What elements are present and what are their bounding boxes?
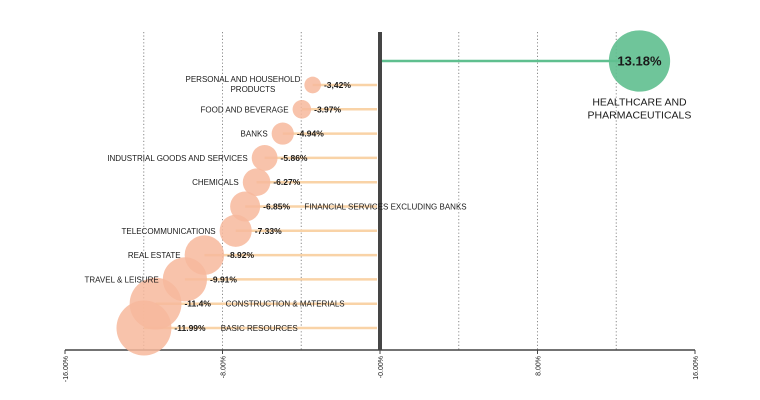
category-label-healthcare-and-pharmaceuticals: PHARMACEUTICALS (588, 110, 692, 122)
bubble-banks (271, 122, 294, 145)
bubble-telecommunications (219, 214, 252, 247)
value-label-financial-services-excluding-banks: -6.85% (263, 202, 290, 212)
value-label-industrial-goods-and-services: -5.86% (281, 153, 308, 163)
bubble-basic-resources (116, 300, 172, 356)
category-label-food-and-beverage: FOOD AND BEVERAGE (201, 105, 289, 114)
category-label-chemicals: CHEMICALS (192, 178, 239, 187)
bubbles (116, 30, 671, 356)
value-label-telecommunications: -7.33% (255, 226, 282, 236)
category-label-basic-resources: BASIC RESOURCES (221, 324, 298, 333)
x-tick-label: -0.00% (378, 356, 385, 378)
category-label-personal-and-household-products: PERSONAL AND HOUSEHOLD (186, 75, 301, 84)
x-tick-labels: -16.00% -8.00% -0.00% 8.00% 16.00% (63, 350, 700, 382)
value-label-travel-and-leisure: -9.91% (210, 274, 237, 284)
bubble-chemicals (242, 168, 271, 196)
x-tick-label: 16.00% (693, 356, 700, 380)
value-label-banks: -4.94% (297, 129, 324, 139)
x-tick-label: -16.00% (63, 356, 70, 382)
category-label-financial-services-excluding-banks: FINANCIAL SERVICES EXCLUDING BANKS (304, 203, 466, 212)
x-tick-label: -8.00% (221, 356, 228, 378)
lollipop-lines (143, 59, 640, 330)
bubble-personal-and-household-products (304, 76, 321, 94)
value-label-personal-and-household-products: -3,42% (324, 80, 351, 90)
x-tick-label: 8.00% (536, 356, 543, 376)
category-label-banks: BANKS (241, 130, 268, 139)
category-label-travel-and-leisure: TRAVEL & LEISURE (85, 275, 159, 284)
value-label-construction-and-materials: -11.4% (184, 299, 211, 309)
value-label-food-and-beverage: -3.97% (314, 104, 341, 114)
category-label-healthcare-and-pharmaceuticals: HEALTHCARE AND (592, 97, 687, 109)
bubble-food-and-beverage (292, 100, 312, 119)
value-label-real-estate: -8.92% (227, 250, 254, 260)
value-label-healthcare-and-pharmaceuticals: 13.18% (617, 54, 662, 69)
bubble-healthcare-and-pharmaceuticals (608, 30, 671, 92)
bubble-industrial-goods-and-services (251, 144, 278, 171)
bubble-financial-services-excluding-banks (230, 191, 261, 222)
category-label-telecommunications: TELECOMMUNICATIONS (122, 227, 216, 236)
category-label-industrial-goods-and-services: INDUSTRIAL GOODS AND SERVICES (107, 154, 247, 163)
value-label-chemicals: -6.27% (273, 177, 300, 187)
category-label-construction-and-materials: CONSTRUCTION & MATERIALS (226, 300, 345, 309)
category-label-real-estate: REAL ESTATE (128, 251, 181, 260)
value-label-basic-resources: -11.99% (174, 323, 206, 333)
category-label-personal-and-household-products: PRODUCTS (230, 85, 275, 94)
